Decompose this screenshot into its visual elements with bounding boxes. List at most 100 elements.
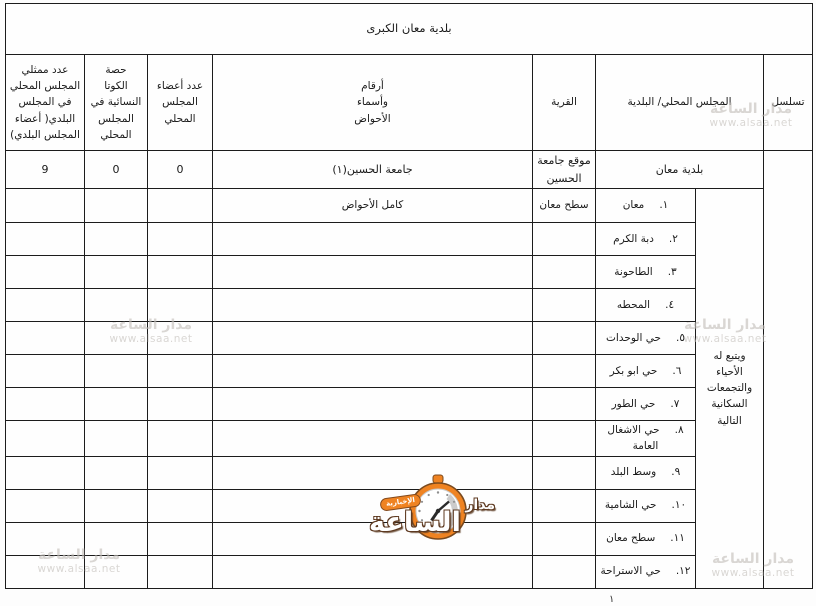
quota-cell-empty (84, 354, 148, 388)
neighborhood-number: ١٠. (671, 499, 687, 512)
village-cell-empty (532, 488, 596, 523)
neighborhood-name: حي ابو بكر (609, 364, 658, 377)
header-village: القرية (532, 54, 596, 151)
neighborhood-cell: ٥. حي الوحدات (595, 321, 696, 355)
neighborhood-row: ١٢. حي الاستراحة (5, 554, 813, 589)
representatives-cell-empty (5, 288, 85, 322)
neighborhood-cell: ١١. سطح معان (595, 521, 696, 556)
members-cell-empty (147, 521, 213, 556)
basins-cell-empty (212, 387, 533, 421)
header-basins: أرقام وأسماء الأحواض (212, 54, 533, 151)
neighborhood-cell: ٣. الطاحونة (595, 255, 696, 289)
neighborhood-number: ٣. (667, 265, 677, 278)
members-cell-empty (147, 255, 213, 289)
neighborhood-cell: ١. معان (595, 188, 696, 223)
basins-cell-empty (212, 488, 533, 523)
page-title: بلدية معان الكبرى (5, 3, 813, 55)
basins-cell-empty (212, 255, 533, 289)
basins-cell-empty (212, 554, 533, 589)
neighborhood-number: ٢. (668, 232, 678, 245)
members-cell-empty (147, 321, 213, 355)
quota-cell-empty (84, 222, 148, 256)
quota-cell-empty (84, 387, 148, 421)
members-cell-empty (147, 222, 213, 256)
neighborhood-row: ٧. حي الطور (5, 387, 813, 421)
header-representatives: عدد ممثلي المجلس المحلي في المجلس البلدي… (5, 54, 85, 151)
representatives-cell-empty (5, 455, 85, 490)
representatives-cell-empty (5, 387, 85, 421)
representatives-value: 9 (5, 150, 85, 189)
header-quota: حصة الكوتا النسائية في المجلس المحلي (84, 54, 148, 151)
municipality-row: بلدية معان موقع جامعة الحسين جامعة الحسي… (5, 150, 813, 589)
neighborhood-cell: ٧. حي الطور (595, 387, 696, 421)
council-name-cell: بلدية معان (595, 150, 764, 189)
neighborhood-row: ٢. دبة الكرم (5, 222, 813, 256)
neighborhood-name: حي الاشغال العامة (607, 424, 660, 453)
neighborhood-number: ٦. (672, 364, 682, 377)
neighborhood-number: ٨. (674, 424, 684, 436)
neighborhood-cell: ٤. المحطه (595, 288, 696, 322)
representatives-cell-empty (5, 188, 85, 223)
neighborhood-name: المحطه (616, 298, 651, 311)
village-cell: سطح معان (532, 188, 596, 223)
neighborhood-number: ٩. (671, 466, 681, 479)
page-number: ١ (609, 594, 615, 605)
quota-cell-empty (84, 188, 148, 223)
representatives-cell-empty (5, 354, 85, 388)
council-note-cell: ويتبع له الأحياء والتجمعات السكانية التا… (695, 188, 764, 589)
header-row: تسلسل المجلس المحلي/ البلدية القرية أرقا… (5, 54, 813, 151)
quota-cell-empty (84, 488, 148, 523)
basins-cell-empty (212, 321, 533, 355)
neighborhood-number: ٤. (665, 298, 675, 311)
title-row: بلدية معان الكبرى (5, 3, 813, 55)
representatives-cell-empty (5, 255, 85, 289)
neighborhood-name: حي الوحدات (606, 331, 661, 344)
village-cell-empty (532, 255, 596, 289)
basins-cell-empty (212, 455, 533, 490)
neighborhood-cell: ١٠. حي الشامية (595, 488, 696, 523)
neighborhood-row: ١٠. حي الشامية (5, 488, 813, 523)
representatives-cell-empty (5, 488, 85, 523)
quota-cell-empty (84, 420, 148, 457)
quota-cell-empty (84, 321, 148, 355)
quota-cell-empty (84, 288, 148, 322)
basins-cell-empty (212, 222, 533, 256)
representatives-cell-empty (5, 521, 85, 556)
members-cell-empty (147, 420, 213, 457)
neighborhood-cell: ٦. حي ابو بكر (595, 354, 696, 388)
neighborhood-row: ويتبع له الأحياء والتجمعات السكانية التا… (5, 188, 813, 589)
quota-value: 0 (84, 150, 148, 189)
members-cell-empty (147, 455, 213, 490)
basins-cell: كامل الأحواض (212, 188, 533, 223)
neighborhood-row: ٤. المحطه (5, 288, 813, 322)
village-cell-empty (532, 521, 596, 556)
serial-cell-empty (763, 150, 813, 589)
quota-cell-empty (84, 455, 148, 490)
neighborhood-row: ٩. وسط البلد (5, 455, 813, 490)
neighborhood-name: معان (622, 199, 645, 212)
neighborhood-name: وسط البلد (610, 466, 657, 479)
quota-cell-empty (84, 255, 148, 289)
basins-cell-empty (212, 354, 533, 388)
village-cell-empty (532, 222, 596, 256)
basins-cell-empty (212, 288, 533, 322)
header-members-count: عدد أعضاء المجلس المحلي (147, 54, 213, 151)
members-cell-empty (147, 387, 213, 421)
village-cell-empty (532, 420, 596, 457)
neighborhood-row: ٣. الطاحونة (5, 255, 813, 289)
members-cell-empty (147, 488, 213, 523)
basins-cell-empty (212, 521, 533, 556)
municipality-table: بلدية معان الكبرى تسلسل المجلس المحلي/ ا… (5, 3, 813, 589)
header-council: المجلس المحلي/ البلدية (595, 54, 764, 151)
village-cell: موقع جامعة الحسين (532, 150, 596, 189)
neighborhood-number: ١٢. (675, 565, 691, 578)
neighborhood-row: ١١. سطح معان (5, 521, 813, 556)
basins-cell-empty (212, 420, 533, 457)
neighborhood-name: سطح معان (606, 532, 656, 545)
neighborhood-cell: ٢. دبة الكرم (595, 222, 696, 256)
neighborhood-cell: ٨. حي الاشغال العامة (595, 420, 696, 457)
neighborhood-name: الطاحونة (614, 265, 653, 278)
neighborhood-number: ٧. (670, 397, 680, 410)
neighborhood-name: حي الطور (611, 397, 656, 410)
